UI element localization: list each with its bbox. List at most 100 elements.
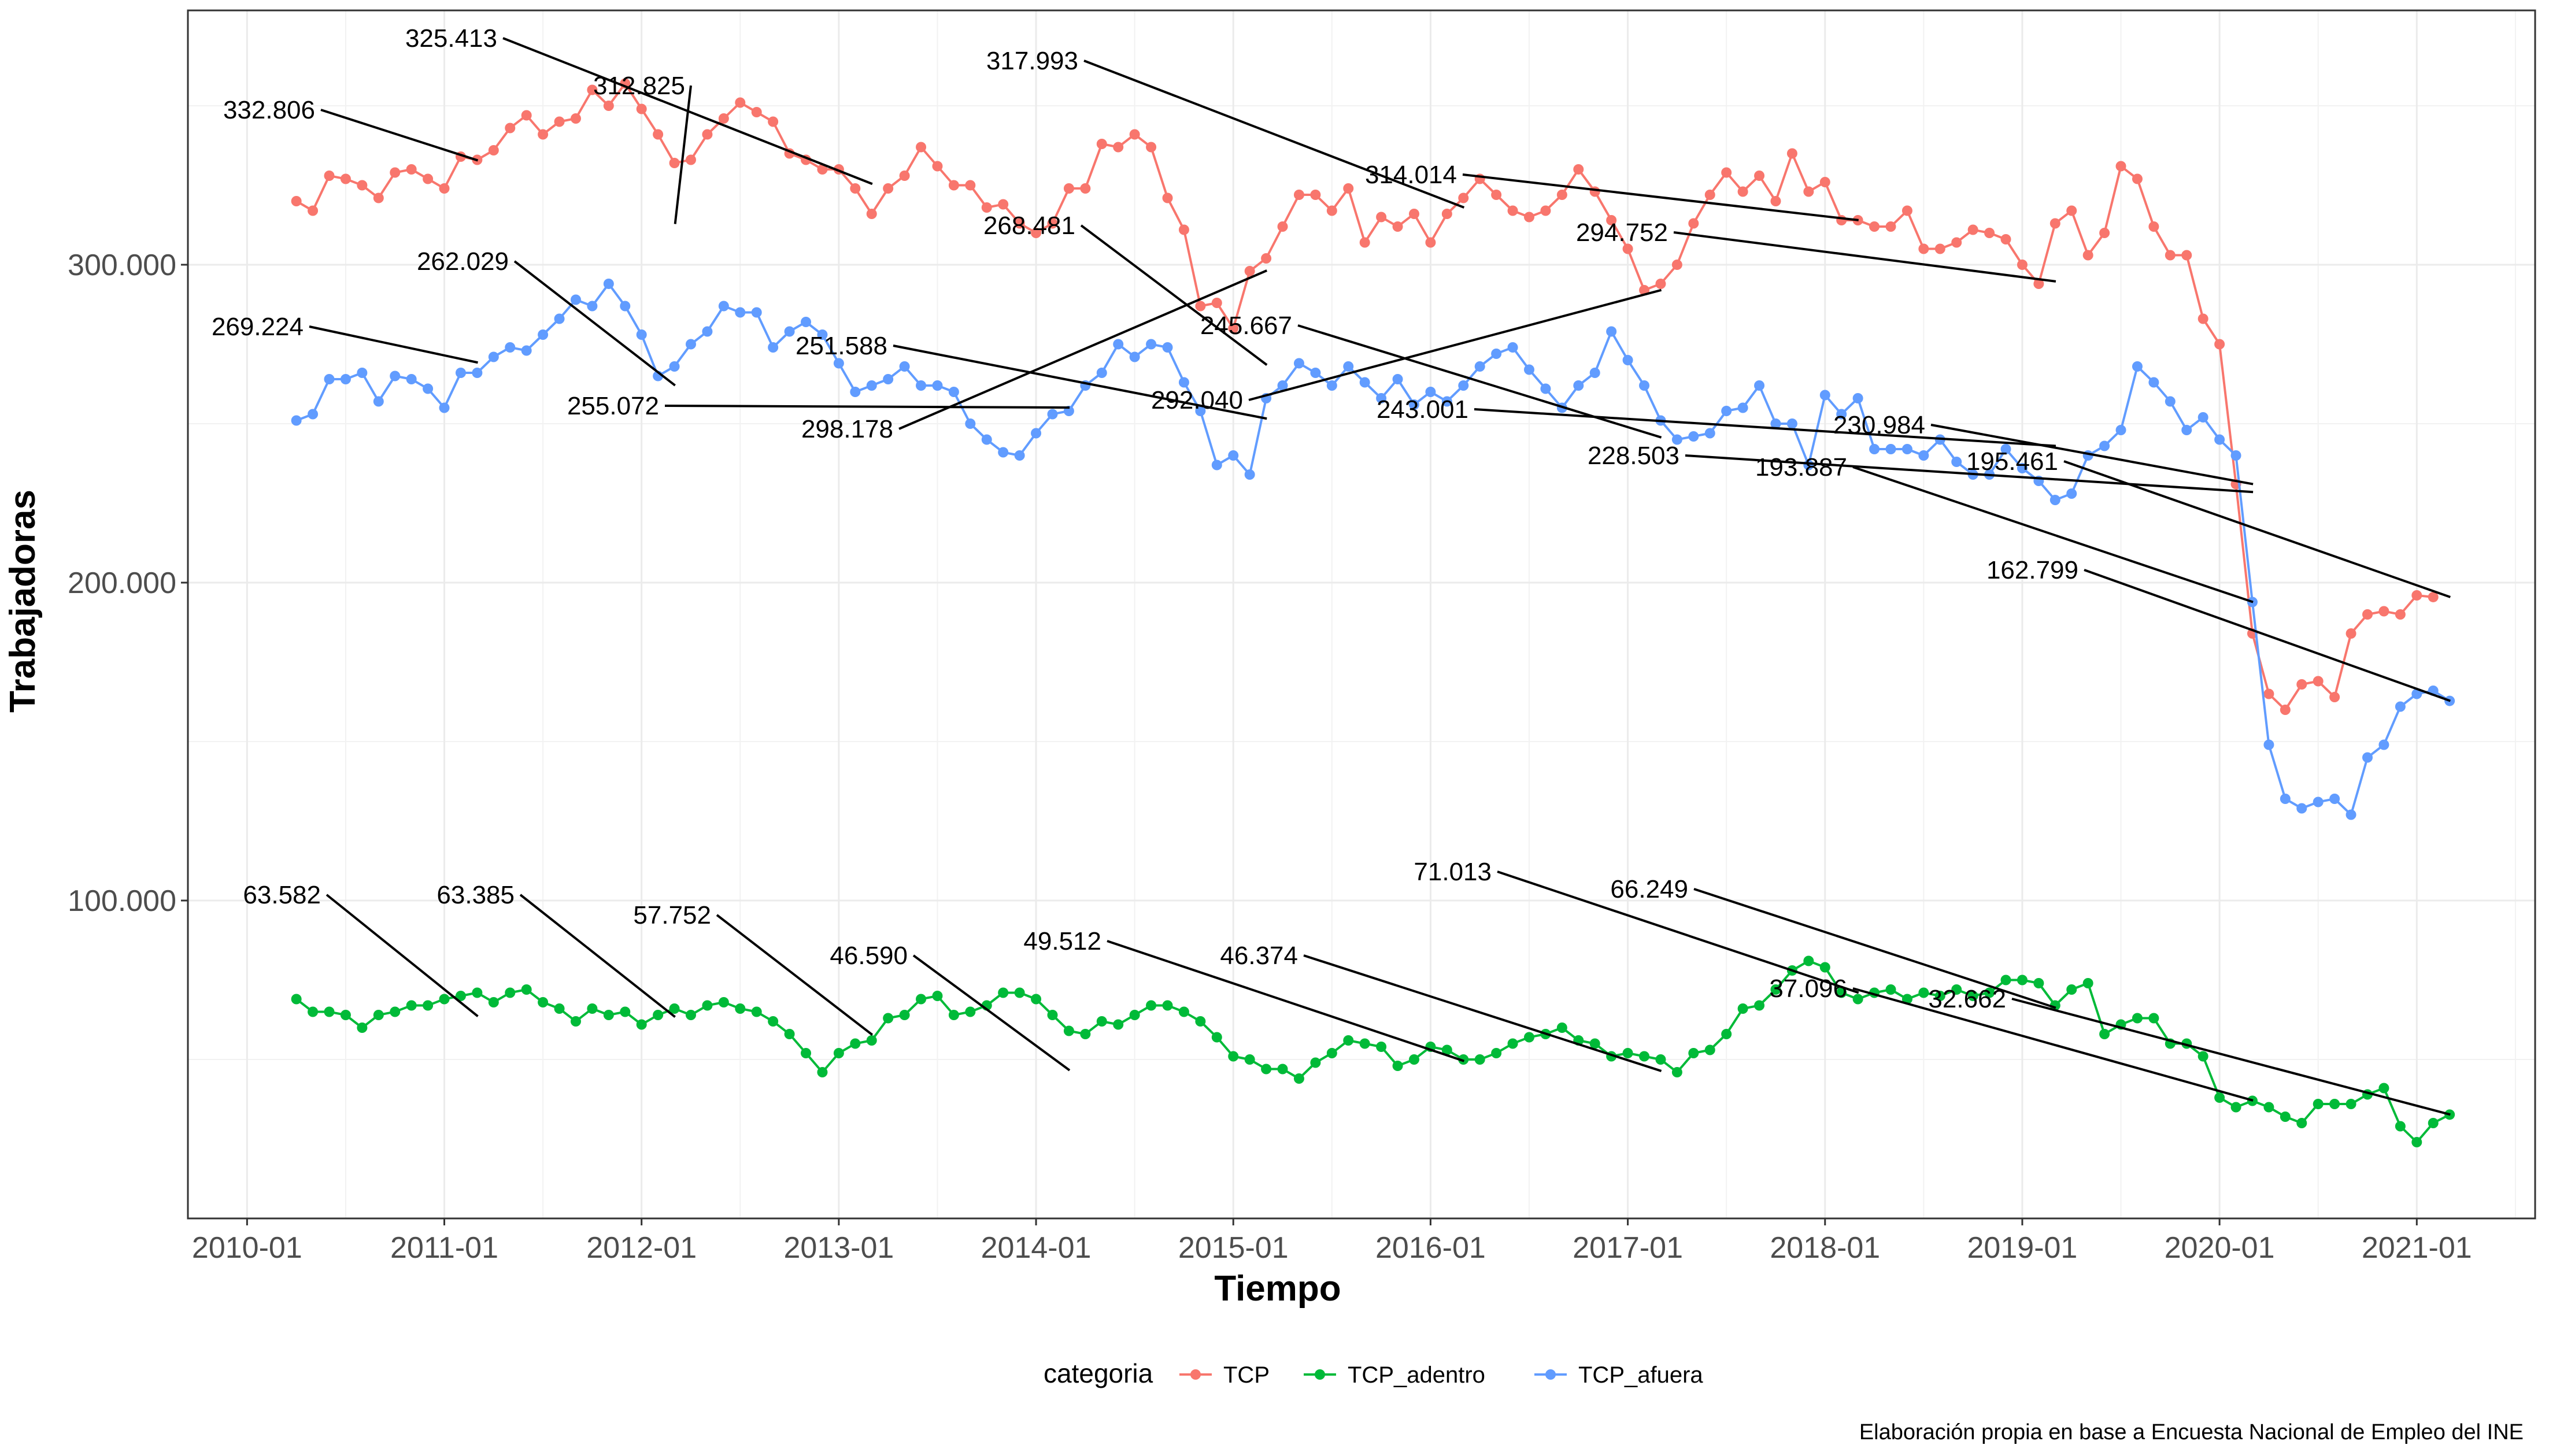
annotation-connector: [1248, 288, 1662, 401]
data-point: [1507, 342, 1518, 353]
data-point: [2296, 1118, 2307, 1128]
data-point: [2230, 450, 2241, 461]
data-point: [1063, 1025, 1074, 1036]
data-point: [833, 1048, 844, 1058]
data-point: [1047, 1010, 1058, 1020]
data-point: [948, 1010, 959, 1020]
data-point: [1392, 1061, 1403, 1071]
data-point: [2329, 794, 2340, 804]
data-point: [1343, 1035, 1354, 1046]
data-point: [1408, 209, 1419, 219]
annotation-connector: [1474, 408, 2056, 447]
data-point: [1261, 1064, 1272, 1075]
annotation-connector: [1083, 60, 1465, 209]
data-point: [2000, 975, 2011, 986]
annotation-label: 46.590: [830, 942, 908, 970]
data-point: [521, 110, 532, 121]
data-point: [850, 1038, 861, 1049]
data-point: [1934, 243, 1945, 254]
data-point: [2017, 463, 2028, 473]
data-point: [1737, 1003, 1748, 1014]
data-point: [2428, 591, 2439, 602]
data-point: [1524, 364, 1534, 375]
data-point: [324, 171, 335, 181]
data-point: [751, 107, 762, 117]
data-point: [916, 142, 927, 153]
data-point: [1622, 1048, 1633, 1058]
data-point: [998, 447, 1009, 458]
data-point: [1754, 171, 1765, 181]
annotation-label: 63.385: [436, 881, 515, 909]
data-point: [1622, 355, 1633, 365]
data-point: [1770, 984, 1781, 995]
data-point: [1984, 987, 1995, 998]
data-point: [817, 329, 828, 340]
legend: categoria TCP TCP_adentro TCP_afuera: [1044, 1358, 1703, 1388]
data-point: [1869, 444, 1880, 454]
data-point: [2378, 739, 2389, 750]
data-point: [965, 1006, 976, 1017]
data-point: [1244, 266, 1255, 276]
data-point: [669, 1003, 680, 1014]
data-point: [587, 301, 598, 312]
data-point: [2230, 1102, 2241, 1113]
data-point: [1984, 228, 1995, 238]
data-point: [1408, 399, 1419, 410]
data-point: [916, 994, 927, 1005]
data-point: [2395, 1121, 2406, 1132]
data-point: [1803, 955, 1814, 966]
data-point: [1211, 1032, 1222, 1043]
data-point: [686, 339, 696, 350]
data-point: [784, 326, 795, 337]
data-point: [948, 180, 959, 191]
data-point: [1918, 450, 1929, 461]
data-point: [751, 307, 762, 318]
data-point: [620, 301, 631, 312]
data-point: [817, 1067, 828, 1077]
data-point: [1326, 205, 1337, 216]
data-point: [801, 1048, 812, 1058]
data-point: [1540, 383, 1551, 394]
grid-lines: [188, 10, 2535, 1218]
y-tick-label: 200.000: [68, 566, 176, 600]
data-point: [686, 154, 696, 165]
data-point: [768, 116, 779, 127]
data-point: [357, 180, 368, 191]
data-point: [2214, 1092, 2225, 1103]
data-point: [1655, 1054, 1666, 1065]
annotation-connector: [893, 344, 1267, 420]
plot-panel-border: [187, 9, 2536, 1220]
data-point: [2313, 1099, 2324, 1109]
annotation-connector: [1685, 454, 2254, 494]
annotation-connector: [325, 894, 479, 1017]
data-point: [2296, 803, 2307, 814]
data-point: [2099, 440, 2110, 451]
data-point: [1392, 374, 1403, 384]
data-point: [1113, 142, 1124, 153]
data-point: [965, 418, 976, 429]
annotation-label: 63.582: [243, 881, 321, 909]
data-point: [669, 361, 680, 372]
data-point: [718, 301, 729, 312]
data-point: [570, 113, 581, 124]
data-point: [1162, 1000, 1173, 1011]
data-point: [1869, 221, 1880, 232]
data-point: [1425, 237, 1436, 248]
data-point: [2033, 279, 2044, 289]
data-point: [1261, 253, 1272, 264]
data-point: [1737, 402, 1748, 413]
data-point: [2017, 975, 2028, 986]
data-point: [1606, 326, 1617, 337]
data-point: [2263, 739, 2274, 750]
data-point: [1310, 368, 1321, 378]
data-point: [1786, 418, 1797, 429]
data-point: [1836, 215, 1847, 225]
data-point: [1031, 428, 1042, 439]
data-point: [1721, 1029, 1732, 1039]
data-point: [1885, 444, 1896, 454]
x-tick-label: 2013-01: [783, 1231, 894, 1265]
data-point: [587, 84, 598, 95]
data-point: [2214, 434, 2225, 445]
data-point: [1096, 368, 1107, 378]
data-point: [1277, 380, 1288, 391]
